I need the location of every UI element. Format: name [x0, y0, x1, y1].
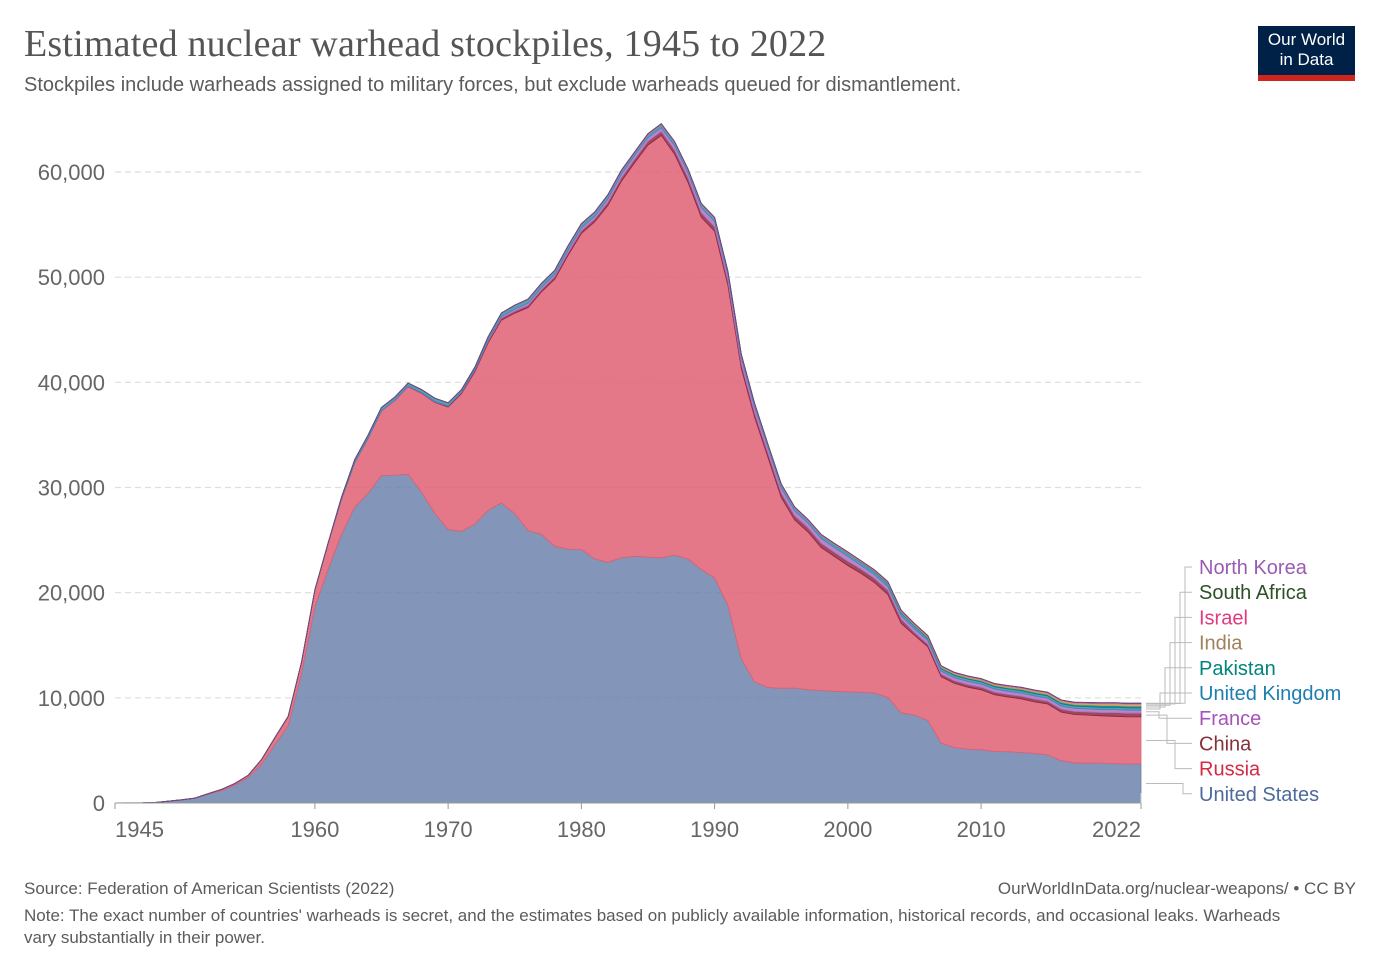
source-link[interactable]: OurWorldInData.org/nuclear-weapons/ • CC… [997, 879, 1356, 898]
legend-connector [1146, 714, 1192, 744]
y-tick-label: 0 [93, 791, 105, 816]
legend-label-pakistan: Pakistan [1199, 658, 1276, 680]
footnote: Note: The exact number of countries' war… [24, 906, 1281, 947]
legend-connector [1146, 642, 1192, 706]
legend-label-united-kingdom: United Kingdom [1199, 683, 1341, 705]
legend-connector [1146, 566, 1192, 704]
x-tick-label: 2000 [823, 817, 872, 842]
x-tick-label: 1990 [690, 817, 739, 842]
y-tick-label: 20,000 [38, 581, 105, 606]
legend-label-india: India [1199, 633, 1243, 655]
x-tick-label: 1945 [115, 817, 164, 842]
y-tick-label: 50,000 [38, 265, 105, 290]
chart-subtitle: Stockpiles include warheads assigned to … [24, 74, 962, 96]
logo-accent-bar [1258, 75, 1355, 81]
legend-connector [1146, 692, 1192, 710]
chart-title: Estimated nuclear warhead stockpiles, 19… [24, 23, 827, 65]
source-text: Source: Federation of American Scientist… [24, 879, 395, 898]
area-layers [114, 122, 1142, 804]
axes: 0 10,000 20,000 30,000 40,000 50,000 60,000 194… [38, 160, 1142, 842]
legend-label-france: France [1199, 708, 1261, 730]
legend-label-china: China [1199, 733, 1252, 755]
logo-line-1: Our World [1267, 30, 1346, 49]
logo-line-2: in Data [1279, 50, 1334, 69]
x-tick-label: 1960 [290, 817, 339, 842]
x-tick-label: 1980 [557, 817, 606, 842]
legend: North Korea South Africa Israel India Pakist… [1146, 557, 1341, 806]
x-tick-label: 2022 [1092, 817, 1141, 842]
legend-label-united-states: United States [1199, 784, 1319, 806]
x-tick-label: 1970 [424, 817, 473, 842]
legend-connector [1146, 667, 1192, 708]
legend-label-russia: Russia [1199, 759, 1261, 781]
legend-label-israel: Israel [1199, 607, 1248, 629]
total-outline [114, 122, 1142, 804]
x-tick-label: 2010 [957, 817, 1006, 842]
legend-label-south-africa: South Africa [1199, 582, 1308, 604]
legend-connector [1146, 740, 1192, 770]
legend-label-north-korea: North Korea [1199, 557, 1308, 579]
owid-logo[interactable]: Our World in Data [1258, 26, 1355, 81]
y-tick-label: 40,000 [38, 370, 105, 395]
y-tick-label: 30,000 [38, 476, 105, 501]
legend-connector [1146, 783, 1192, 795]
y-tick-label: 60,000 [38, 160, 105, 185]
y-tick-label: 10,000 [38, 686, 105, 711]
